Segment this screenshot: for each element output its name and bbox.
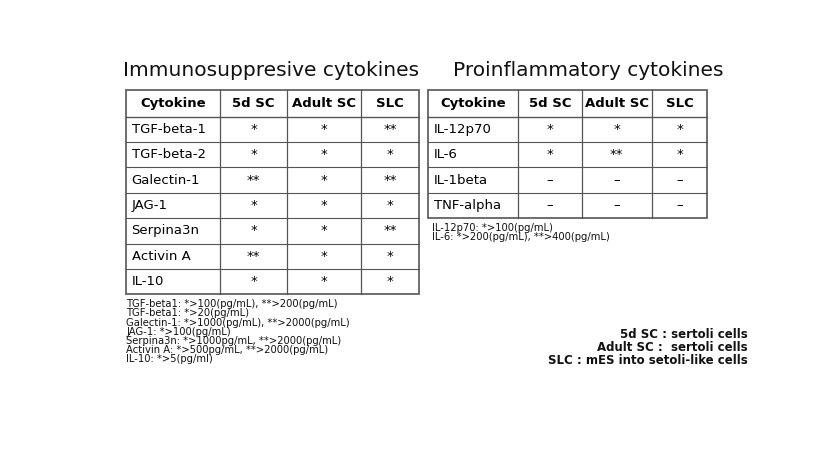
Text: *: * [386,199,393,212]
Text: Adult SC: Adult SC [292,97,356,110]
Text: *: * [320,123,328,136]
Text: –: – [614,199,620,212]
Text: TNF-alpha: TNF-alpha [434,199,501,212]
Text: *: * [250,224,257,237]
Text: **: ** [247,174,260,186]
Text: *: * [614,123,620,136]
Text: SLC : mES into setoli-like cells: SLC : mES into setoli-like cells [548,354,747,367]
Text: *: * [250,148,257,161]
Text: *: * [547,123,553,136]
Text: IL-10: IL-10 [131,275,164,288]
Bar [126,90,419,294]
Text: *: * [320,174,328,186]
Text: IL-12p70: *>100(pg/mL): IL-12p70: *>100(pg/mL) [432,223,553,233]
Text: **: ** [383,123,396,136]
Text: –: – [547,174,553,186]
Text: *: * [386,250,393,263]
Text: IL-12p70: IL-12p70 [434,123,492,136]
Text: Activin A: *>500pg/mL, **>2000(pg/mL): Activin A: *>500pg/mL, **>2000(pg/mL) [126,345,329,355]
Bar [428,90,707,218]
Text: Serpina3n: Serpina3n [131,224,200,237]
Text: Galectin-1: Galectin-1 [131,174,200,186]
Text: 5d SC: 5d SC [232,97,275,110]
Text: Galectin-1: *>1000(pg/mL), **>2000(pg/mL): Galectin-1: *>1000(pg/mL), **>2000(pg/mL… [126,317,349,327]
Text: Immunosuppresive cytokines: Immunosuppresive cytokines [123,61,419,80]
Text: Cytokine: Cytokine [441,97,506,110]
Text: *: * [250,199,257,212]
Text: TGF-beta1: *>100(pg/mL), **>200(pg/mL): TGF-beta1: *>100(pg/mL), **>200(pg/mL) [126,299,338,309]
Text: **: ** [247,250,260,263]
Text: **: ** [383,174,396,186]
Text: JAG-1: *>100(pg/mL): JAG-1: *>100(pg/mL) [126,327,231,337]
Text: –: – [614,174,620,186]
Text: TGF-beta1: *>20(pg/mL): TGF-beta1: *>20(pg/mL) [126,308,249,318]
Text: **: ** [383,224,396,237]
Text: *: * [547,148,553,161]
Text: IL-10: *>5(pg/ml): IL-10: *>5(pg/ml) [126,354,213,365]
Text: *: * [320,148,328,161]
Text: Cytokine: Cytokine [140,97,206,110]
Text: *: * [320,275,328,288]
Text: IL-6: *>200(pg/mL), **>400(pg/mL): IL-6: *>200(pg/mL), **>400(pg/mL) [432,232,610,242]
Text: *: * [250,123,257,136]
Text: IL-6: IL-6 [434,148,458,161]
Text: **: ** [610,148,624,161]
Text: TGF-beta-2: TGF-beta-2 [131,148,206,161]
Text: *: * [250,275,257,288]
Text: TGF-beta-1: TGF-beta-1 [131,123,206,136]
Text: *: * [676,148,683,161]
Text: *: * [320,199,328,212]
Text: Activin A: Activin A [131,250,191,263]
Text: –: – [676,174,683,186]
Text: Adult SC :  sertoli cells: Adult SC : sertoli cells [597,341,747,354]
Text: 5d SC: 5d SC [528,97,571,110]
Text: JAG-1: JAG-1 [131,199,168,212]
Text: *: * [320,250,328,263]
Text: Serpina3n: *>1000pg/mL, **>2000(pg/mL): Serpina3n: *>1000pg/mL, **>2000(pg/mL) [126,336,341,346]
Text: *: * [386,148,393,161]
Text: *: * [676,123,683,136]
Text: SLC: SLC [376,97,404,110]
Text: 5d SC : sertoli cells: 5d SC : sertoli cells [620,328,747,341]
Text: –: – [676,199,683,212]
Text: –: – [547,199,553,212]
Text: *: * [386,275,393,288]
Text: Adult SC: Adult SC [584,97,649,110]
Text: IL-1beta: IL-1beta [434,174,488,186]
Text: SLC: SLC [665,97,693,110]
Text: *: * [320,224,328,237]
Text: Proinflammatory cytokines: Proinflammatory cytokines [453,61,723,80]
